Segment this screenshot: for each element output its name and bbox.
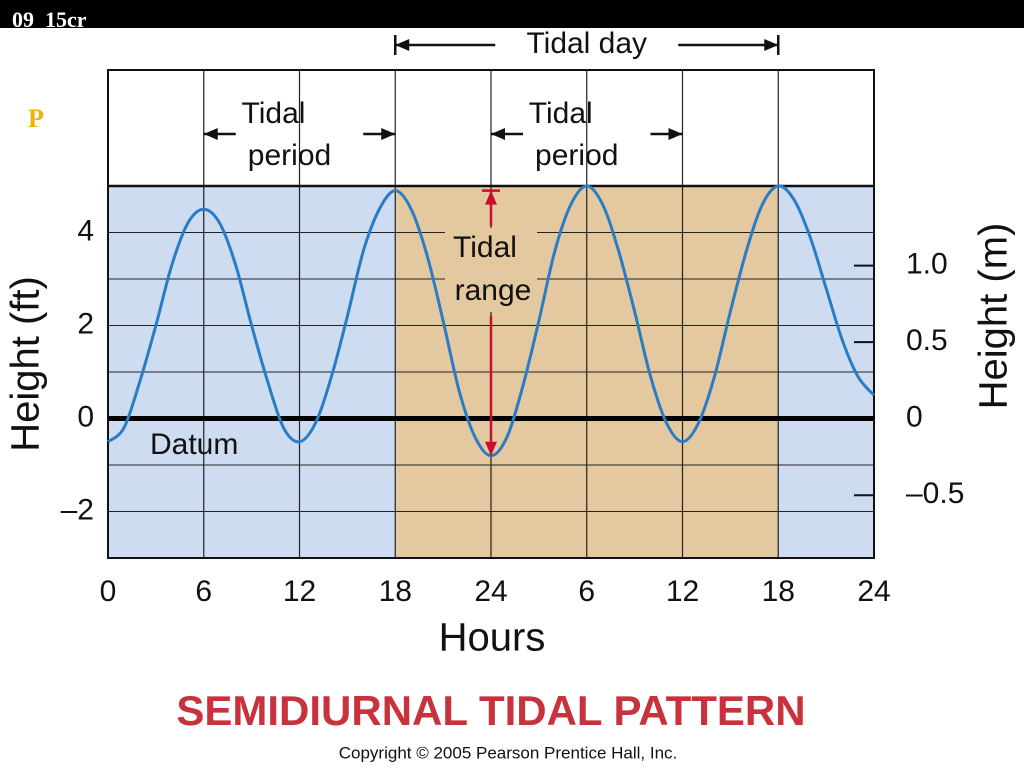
y2-tick-label: 1.0 [906, 248, 948, 281]
tidal-day-arrow-head [395, 39, 410, 51]
tidal-day-label: Tidal day [526, 27, 647, 60]
chart-title: SEMIDIURNAL TIDAL PATTERN [176, 687, 805, 734]
tidal-period-arrow-head [381, 128, 396, 140]
x-tick-label: 12 [283, 575, 316, 608]
y-tick-label: 4 [77, 214, 94, 247]
x-tick-label: 18 [379, 575, 412, 608]
bullet: P [28, 104, 44, 133]
tidal-period-label: period [535, 139, 618, 172]
tidal-period-arrow-head [203, 128, 218, 140]
tidal-range-label: range [455, 274, 532, 307]
tidal-period-arrow-head [491, 128, 505, 140]
x-tick-label: 18 [762, 575, 795, 608]
y-axis-label: Height (ft) [4, 276, 48, 452]
y2-tick-label: 0.5 [906, 324, 948, 357]
tidal-period-arrow-head [668, 128, 683, 140]
tidal-period-label: Tidal [242, 97, 306, 130]
y-tick-label: –2 [61, 493, 94, 526]
y2-tick-label: 0 [906, 401, 923, 434]
x-tick-label: 6 [195, 575, 212, 608]
tidal-range-label: Tidal [453, 231, 517, 264]
x-tick-label: 12 [666, 575, 699, 608]
y2-axis-label: Height (m) [972, 223, 1016, 410]
tidal-period-label: period [248, 139, 331, 172]
tidal-range-label-bg [445, 228, 537, 312]
y-tick-label: 2 [77, 307, 94, 340]
copyright: Copyright © 2005 Pearson Prentice Hall, … [339, 743, 678, 762]
y-tick-label: 0 [77, 400, 94, 433]
tidal-range-head [485, 441, 497, 456]
x-axis-label: Hours [439, 616, 546, 660]
tidal-day-arrow-head [764, 39, 779, 51]
top-bar [0, 0, 1024, 28]
y2-tick-label: –0.5 [906, 477, 964, 510]
frame [107, 69, 875, 559]
x-tick-label: 24 [857, 575, 890, 608]
x-tick-label: 0 [100, 575, 117, 608]
x-tick-label: 24 [474, 575, 507, 608]
x-tick-label: 6 [578, 575, 595, 608]
tidal-range-head [485, 190, 497, 205]
datum-label: Datum [150, 428, 238, 461]
slide-title: 09_15cr [12, 7, 87, 32]
tidal-period-label: Tidal [529, 97, 593, 130]
